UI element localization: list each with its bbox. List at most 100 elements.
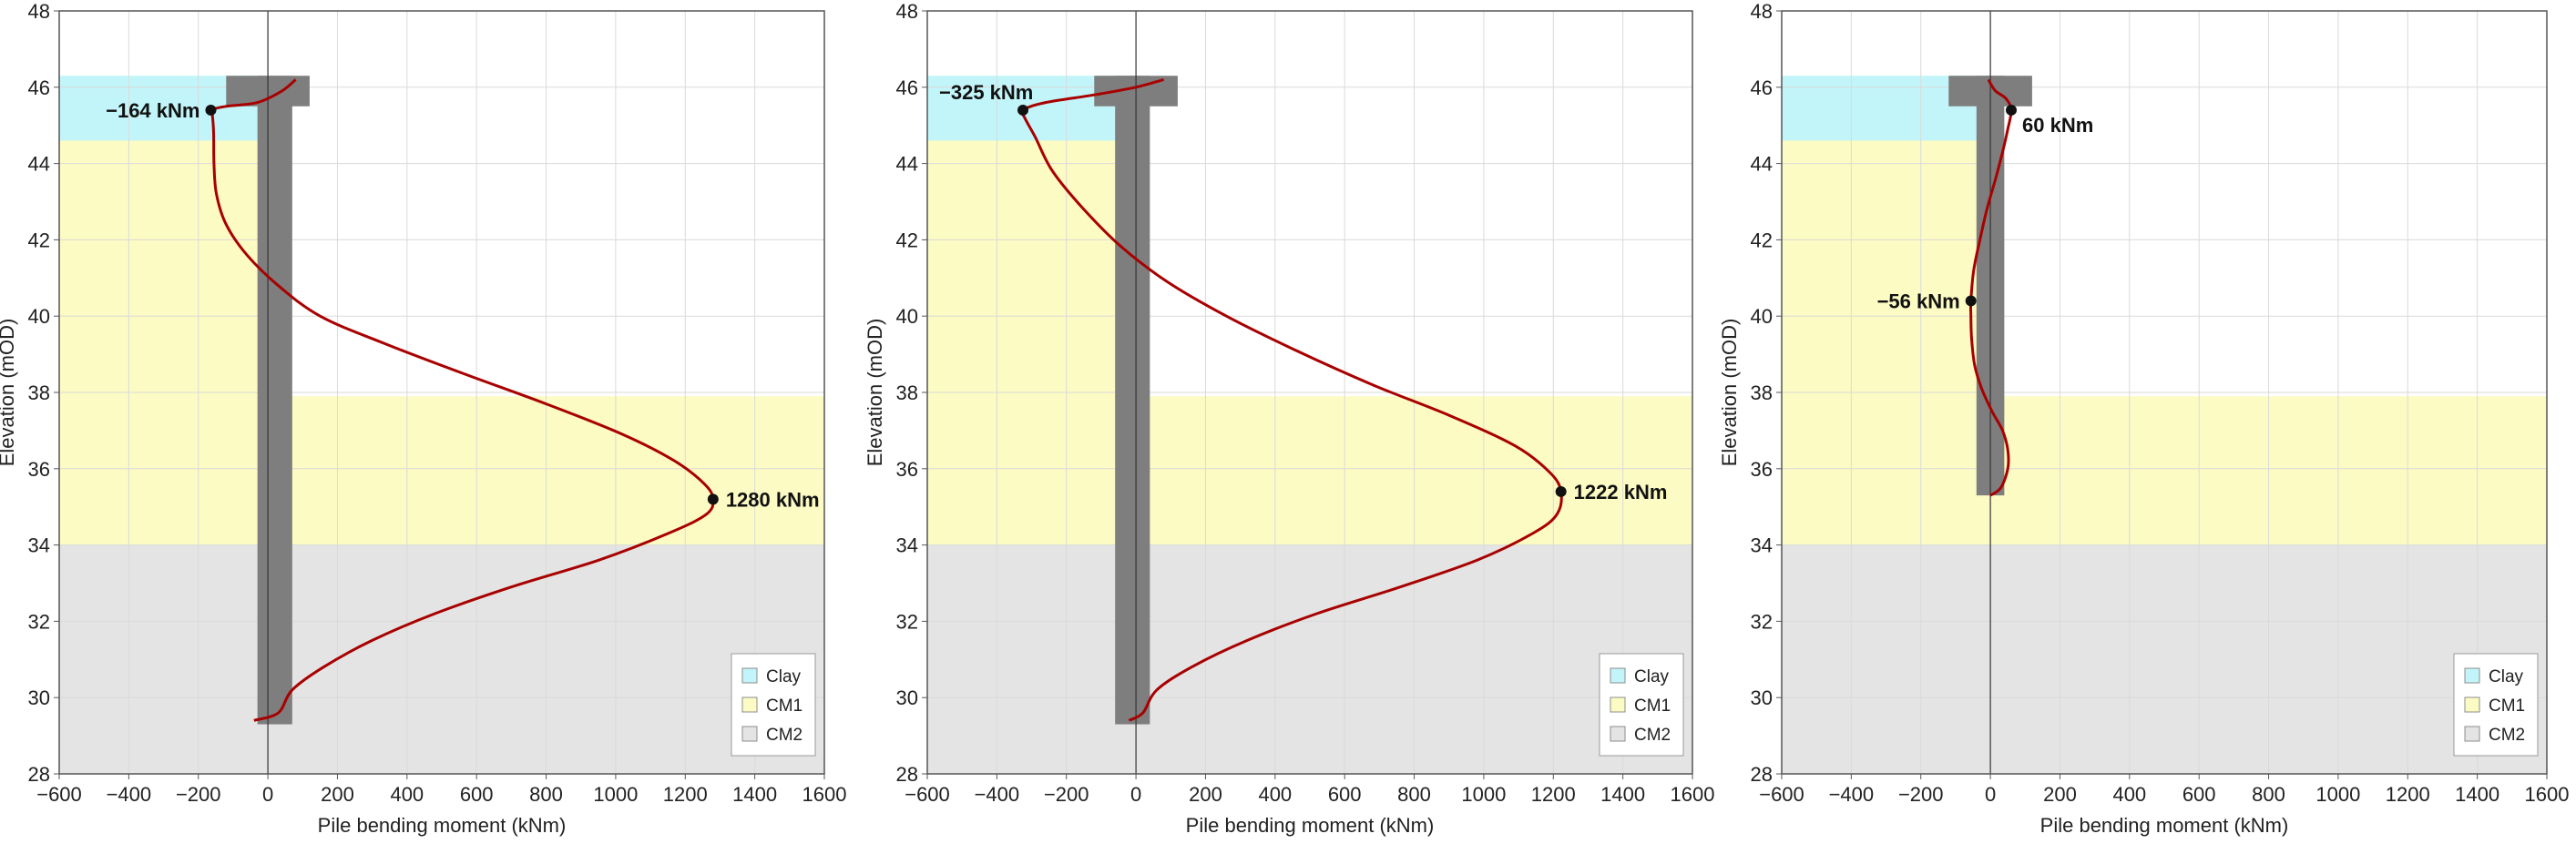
y-tick-label: 34 [28,534,50,557]
y-tick-label: 44 [28,153,50,176]
x-tick-label: 600 [1328,783,1362,806]
y-tick-label: 48 [28,0,50,23]
x-tick-label: 1200 [1531,783,1576,806]
y-tick-label: 36 [1751,458,1773,481]
x-tick-label: −600 [1759,783,1804,806]
soil-layer-cm1 [59,140,269,545]
y-tick-label: 30 [28,686,50,709]
x-tick-label: −600 [36,783,82,806]
legend-swatch-cm1 [2464,696,2480,713]
y-tick-label: 28 [28,763,50,786]
legend-label-cm1: CM1 [1634,696,1671,716]
x-tick-label: 200 [321,783,354,806]
x-tick-label: 200 [2043,783,2077,806]
y-tick-label: 30 [896,686,918,709]
x-tick-label: 600 [460,783,494,806]
peak-label: 1280 kNm [726,488,820,511]
y-axis-title: Elevation (mOD) [1718,319,1741,467]
legend-swatch-cm1 [1610,696,1626,713]
chart-panel-1: −164 kNm 1280 kNm −600 −400 −200 0 200 400 600 80… [0,0,846,837]
y-tick-label: 42 [28,229,50,251]
legend-swatch-clay [1610,667,1626,684]
y-tick-label: 46 [1751,76,1773,99]
peak-label: −325 kNm [939,81,1033,104]
y-tick-label: 32 [1751,610,1773,633]
soil-layer-cm2 [927,544,1692,774]
y-tick-label: 28 [896,763,918,786]
soil-layer-cm2 [1782,544,2547,774]
x-tick-label: 1000 [2315,783,2360,806]
peak-marker [1555,485,1567,497]
chart-panel-2: −325 kNm 1222 kNm −600 −400 −200 0 200 400 600 80… [864,0,1714,837]
legend-swatch-cm1 [741,696,758,713]
pile-shaft [257,76,292,725]
x-tick-label: 1400 [1600,783,1645,806]
y-axis-title: Elevation (mOD) [864,319,886,467]
y-tick-label: 46 [28,76,50,99]
y-tick-label: 38 [28,381,50,404]
y-tick-label: 36 [896,458,918,481]
peak-label: 60 kNm [2022,114,2093,137]
x-tick-label: 400 [390,783,424,806]
y-tick-label: 38 [1751,381,1773,404]
x-axis-title: Pile bending moment (kNm) [1186,814,1435,837]
y-tick-label: 32 [28,610,50,633]
x-tick-label: 1400 [732,783,777,806]
y-tick-label: 34 [896,534,918,557]
legend-swatch-cm2 [1610,726,1626,742]
x-tick-label: 200 [1189,783,1222,806]
legend-label-clay: Clay [766,667,802,686]
legend-label-cm1: CM1 [766,696,802,716]
x-tick-label: 800 [2252,783,2285,806]
x-tick-label: −400 [1829,783,1875,806]
y-tick-label: 38 [896,381,918,404]
y-tick-label: 42 [896,229,918,251]
x-tick-label: 1600 [2525,783,2570,806]
x-tick-label: 1600 [802,783,847,806]
x-axis-title: Pile bending moment (kNm) [318,814,567,837]
y-tick-label: 36 [28,458,50,481]
y-tick-label: 48 [896,0,918,23]
legend-swatch-cm2 [2464,726,2480,742]
y-tick-label: 30 [1751,686,1773,709]
x-tick-label: 0 [1985,783,1996,806]
moment-curve-series-0 [1019,77,1563,722]
moment-curve-series-0 [1968,78,2013,497]
x-tick-label: 1400 [2455,783,2499,806]
y-tick-label: 34 [1751,534,1773,557]
x-tick-label: −400 [975,783,1020,806]
x-tick-label: 0 [1130,783,1141,806]
y-tick-label: 46 [896,76,918,99]
x-tick-label: 1200 [663,783,708,806]
y-tick-label: 40 [1751,305,1773,328]
x-tick-label: −200 [1044,783,1089,806]
soil-layer-cm2 [59,544,824,774]
y-tick-label: 44 [1751,153,1773,176]
peak-marker [1017,104,1028,116]
y-tick-label: 40 [896,305,918,328]
legend-label-cm2: CM2 [1634,726,1671,745]
legend-swatch-clay [2464,667,2480,684]
legend: Clay CM1 CM2 [1599,653,1684,757]
x-tick-label: 600 [2182,783,2216,806]
legend: Clay CM1 CM2 [2453,653,2539,757]
x-tick-label: 800 [1397,783,1431,806]
peak-marker [707,493,719,505]
soil-layer-cm1 [927,140,1137,545]
x-tick-label: −600 [905,783,950,806]
y-axis-title: Elevation (mOD) [0,319,18,467]
legend-swatch-clay [741,667,758,684]
x-tick-label: 400 [1258,783,1292,806]
peak-label: −56 kNm [1877,290,1960,312]
x-tick-label: −200 [1898,783,1944,806]
legend-label-cm2: CM2 [2489,726,2525,745]
y-tick-label: 40 [28,305,50,328]
y-tick-label: 28 [1751,763,1773,786]
y-tick-label: 44 [896,153,918,176]
legend-swatch-cm2 [741,726,758,742]
x-tick-label: 1000 [593,783,638,806]
peak-label: −164 kNm [106,99,199,122]
legend: Clay CM1 CM2 [731,653,816,757]
peak-marker [2006,104,2017,116]
